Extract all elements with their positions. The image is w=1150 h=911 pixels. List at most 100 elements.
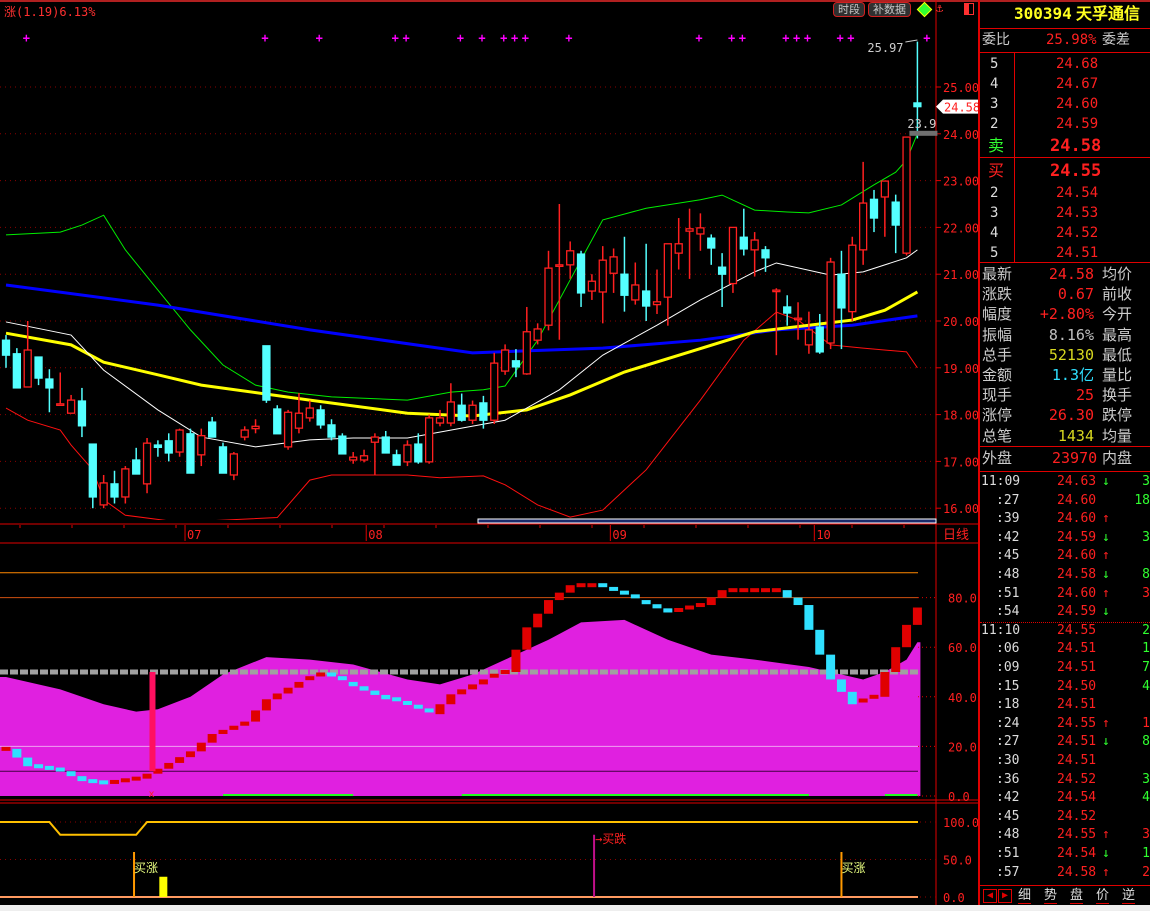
candle-up bbox=[121, 468, 130, 498]
chart-scrollbar[interactable] bbox=[477, 518, 937, 524]
step-down-block bbox=[99, 780, 109, 785]
ask-row[interactable]: 2 24.59 bbox=[980, 114, 1150, 134]
step-up-block bbox=[533, 613, 543, 628]
candle-down bbox=[110, 483, 119, 498]
stat-value: 52130 bbox=[1048, 345, 1094, 364]
bid-row[interactable]: 5 24.51 bbox=[980, 243, 1150, 263]
step-down-block bbox=[392, 697, 402, 702]
step-up-block bbox=[685, 605, 695, 610]
fill-data-button[interactable]: 补数据 bbox=[868, 2, 911, 17]
step-up-block bbox=[500, 670, 510, 674]
signal-marker: + bbox=[695, 31, 702, 45]
stat-right-label: 前收 bbox=[1102, 285, 1133, 304]
candle-down bbox=[913, 102, 922, 108]
step-down-block bbox=[836, 679, 846, 692]
candle-up bbox=[349, 456, 358, 461]
chart-title: 涨(1.19)6.13% bbox=[4, 5, 96, 19]
next-arrow-icon[interactable]: ▶ bbox=[998, 889, 1012, 903]
price-tick-label: 19.00 bbox=[943, 362, 978, 376]
price-tick-label: 25.00 bbox=[943, 81, 978, 95]
level-label: 5 bbox=[990, 56, 999, 72]
step-up-block bbox=[771, 588, 781, 593]
prev-arrow-icon[interactable]: ◀ bbox=[983, 889, 997, 903]
tick-price: 24.58 bbox=[1057, 567, 1097, 582]
tick-volume: 3 bbox=[1142, 771, 1150, 787]
stat-label: 最新 bbox=[982, 265, 1013, 283]
level-label: 3 bbox=[990, 96, 999, 112]
ask-row[interactable]: 3 24.60 bbox=[980, 94, 1150, 114]
tick-price: 24.50 bbox=[1057, 678, 1097, 694]
tick-time: :42 bbox=[996, 529, 1020, 545]
quote-panel: 300394 天孚通信 委比 25.98% 委差 5 24.68 4 24.67 3 24… bbox=[978, 0, 1150, 905]
step-up-block bbox=[554, 592, 564, 601]
candle-down bbox=[642, 290, 651, 307]
tick-time: 11:10 bbox=[981, 622, 1021, 638]
tick-time: :45 bbox=[996, 548, 1020, 564]
bid-row[interactable]: 2 24.54 bbox=[980, 183, 1150, 203]
ask-row[interactable]: 4 24.67 bbox=[980, 74, 1150, 94]
window-icon[interactable] bbox=[964, 3, 974, 15]
step-up-block bbox=[153, 768, 163, 774]
month-label: 08 bbox=[368, 528, 382, 542]
signal-marker: + bbox=[836, 31, 843, 45]
tick-row: :54 24.59 ↓ bbox=[980, 603, 1150, 622]
candle-down bbox=[132, 459, 141, 475]
tab-0[interactable]: 细 bbox=[1018, 888, 1032, 904]
tick-volume: 2 bbox=[1142, 864, 1150, 880]
step-down-block bbox=[793, 597, 803, 606]
step-up-block bbox=[902, 624, 912, 648]
signal-marker: + bbox=[782, 31, 789, 45]
indicator-area bbox=[0, 619, 921, 796]
tick-price: 24.54 bbox=[1057, 846, 1097, 861]
candle-down bbox=[88, 443, 97, 498]
step-down-block bbox=[782, 590, 792, 598]
candle-up bbox=[197, 435, 206, 456]
tick-time: :39 bbox=[996, 511, 1020, 527]
step-down-block bbox=[12, 748, 22, 758]
stat-row: 振幅 8.16% 最高 bbox=[980, 325, 1150, 345]
tab-1[interactable]: 势 bbox=[1044, 888, 1058, 904]
indicator1-tick-label: 60.0 bbox=[948, 641, 977, 655]
arrow-up-icon: ↑ bbox=[1102, 548, 1110, 564]
signal-marker: + bbox=[565, 31, 572, 45]
ask-row[interactable]: 5 24.68 bbox=[980, 54, 1150, 74]
tab-3[interactable]: 价 bbox=[1096, 888, 1110, 904]
arrow-down-icon: ↓ bbox=[1102, 529, 1110, 545]
bid-row[interactable]: 3 24.53 bbox=[980, 203, 1150, 223]
tab-4[interactable]: 逆 bbox=[1122, 888, 1136, 904]
kline-chart[interactable]: 25.00 24.00 23.00 22.00 21.00 20.00 19.00 18.00… bbox=[0, 0, 978, 905]
step-up-block bbox=[587, 583, 597, 588]
stat-right-label: 最高 bbox=[1102, 325, 1133, 344]
stat-label: 金额 bbox=[982, 366, 1013, 384]
bid-row[interactable]: 4 24.52 bbox=[980, 223, 1150, 243]
step-down-block bbox=[663, 608, 673, 613]
tick-row: :48 24.58 ↓ 8 bbox=[980, 566, 1150, 585]
ask-row[interactable]: 卖 24.58 bbox=[980, 136, 1150, 156]
indicator2-tick-label: 100.0 bbox=[943, 816, 978, 830]
stat-value: 25 bbox=[1075, 386, 1094, 405]
candle-up bbox=[902, 136, 911, 254]
step-up-block bbox=[1, 746, 11, 751]
level-label: 卖 bbox=[988, 136, 1005, 155]
high-leader bbox=[905, 39, 918, 43]
candle-up bbox=[229, 453, 239, 476]
tab-2[interactable]: 盘 bbox=[1070, 888, 1084, 904]
indicator1-tick-label: 80.0 bbox=[948, 592, 977, 606]
step-up-block bbox=[175, 757, 185, 763]
price-tick-label: 18.00 bbox=[943, 409, 978, 423]
low-price-label: 23.9 bbox=[907, 117, 936, 131]
level-label: 4 bbox=[990, 76, 999, 92]
candle-down bbox=[164, 440, 173, 454]
tick-price: 24.60 bbox=[1057, 585, 1097, 601]
stat-label: 总笔 bbox=[982, 426, 1013, 445]
bid-row[interactable]: 买 24.55 bbox=[980, 161, 1150, 181]
step-up-block bbox=[544, 600, 553, 614]
level-price: 24.58 bbox=[1050, 136, 1102, 156]
candle-up bbox=[631, 284, 640, 301]
tick-row: :51 24.54 ↓ 1 bbox=[980, 845, 1150, 864]
anchor-icon[interactable]: ⚓ bbox=[936, 1, 944, 15]
candle-up bbox=[500, 349, 510, 372]
period-button[interactable]: 时段 bbox=[833, 2, 865, 17]
candle-down bbox=[891, 201, 900, 226]
tick-volume: 3 bbox=[1142, 585, 1150, 601]
